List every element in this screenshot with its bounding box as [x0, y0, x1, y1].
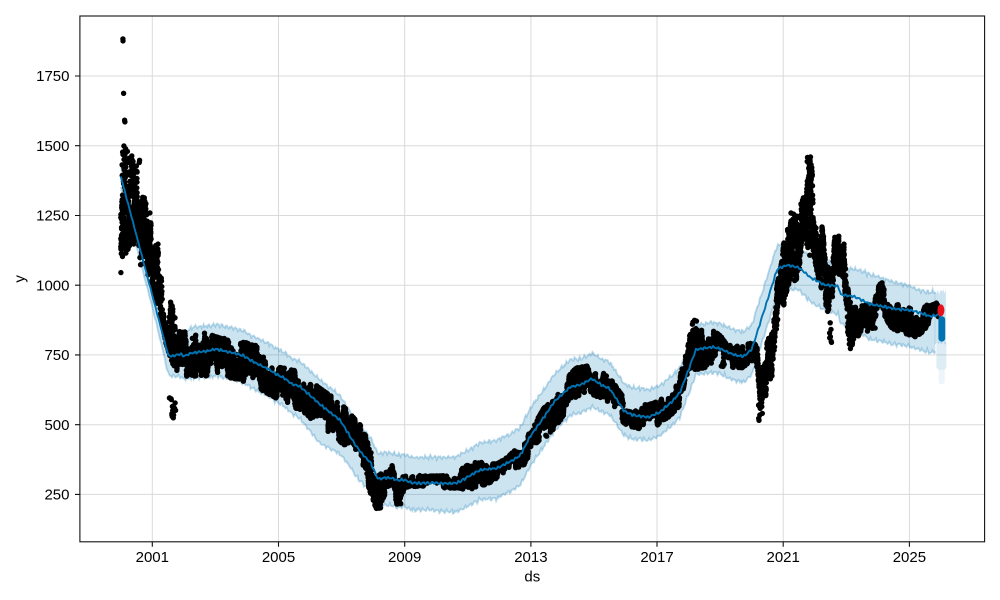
svg-text:1500: 1500 — [36, 138, 69, 155]
svg-text:750: 750 — [44, 347, 69, 364]
svg-text:1250: 1250 — [36, 208, 69, 225]
svg-text:500: 500 — [44, 417, 69, 434]
svg-text:y: y — [12, 275, 29, 283]
svg-text:2021: 2021 — [767, 549, 800, 566]
svg-text:ds: ds — [524, 569, 540, 586]
svg-text:1750: 1750 — [36, 68, 69, 85]
svg-text:2009: 2009 — [388, 549, 421, 566]
svg-text:2005: 2005 — [262, 549, 295, 566]
svg-text:2017: 2017 — [640, 549, 673, 566]
svg-text:2013: 2013 — [514, 549, 547, 566]
svg-text:1000: 1000 — [36, 277, 69, 294]
svg-text:2001: 2001 — [136, 549, 169, 566]
svg-text:2025: 2025 — [893, 549, 926, 566]
svg-text:250: 250 — [44, 487, 69, 504]
